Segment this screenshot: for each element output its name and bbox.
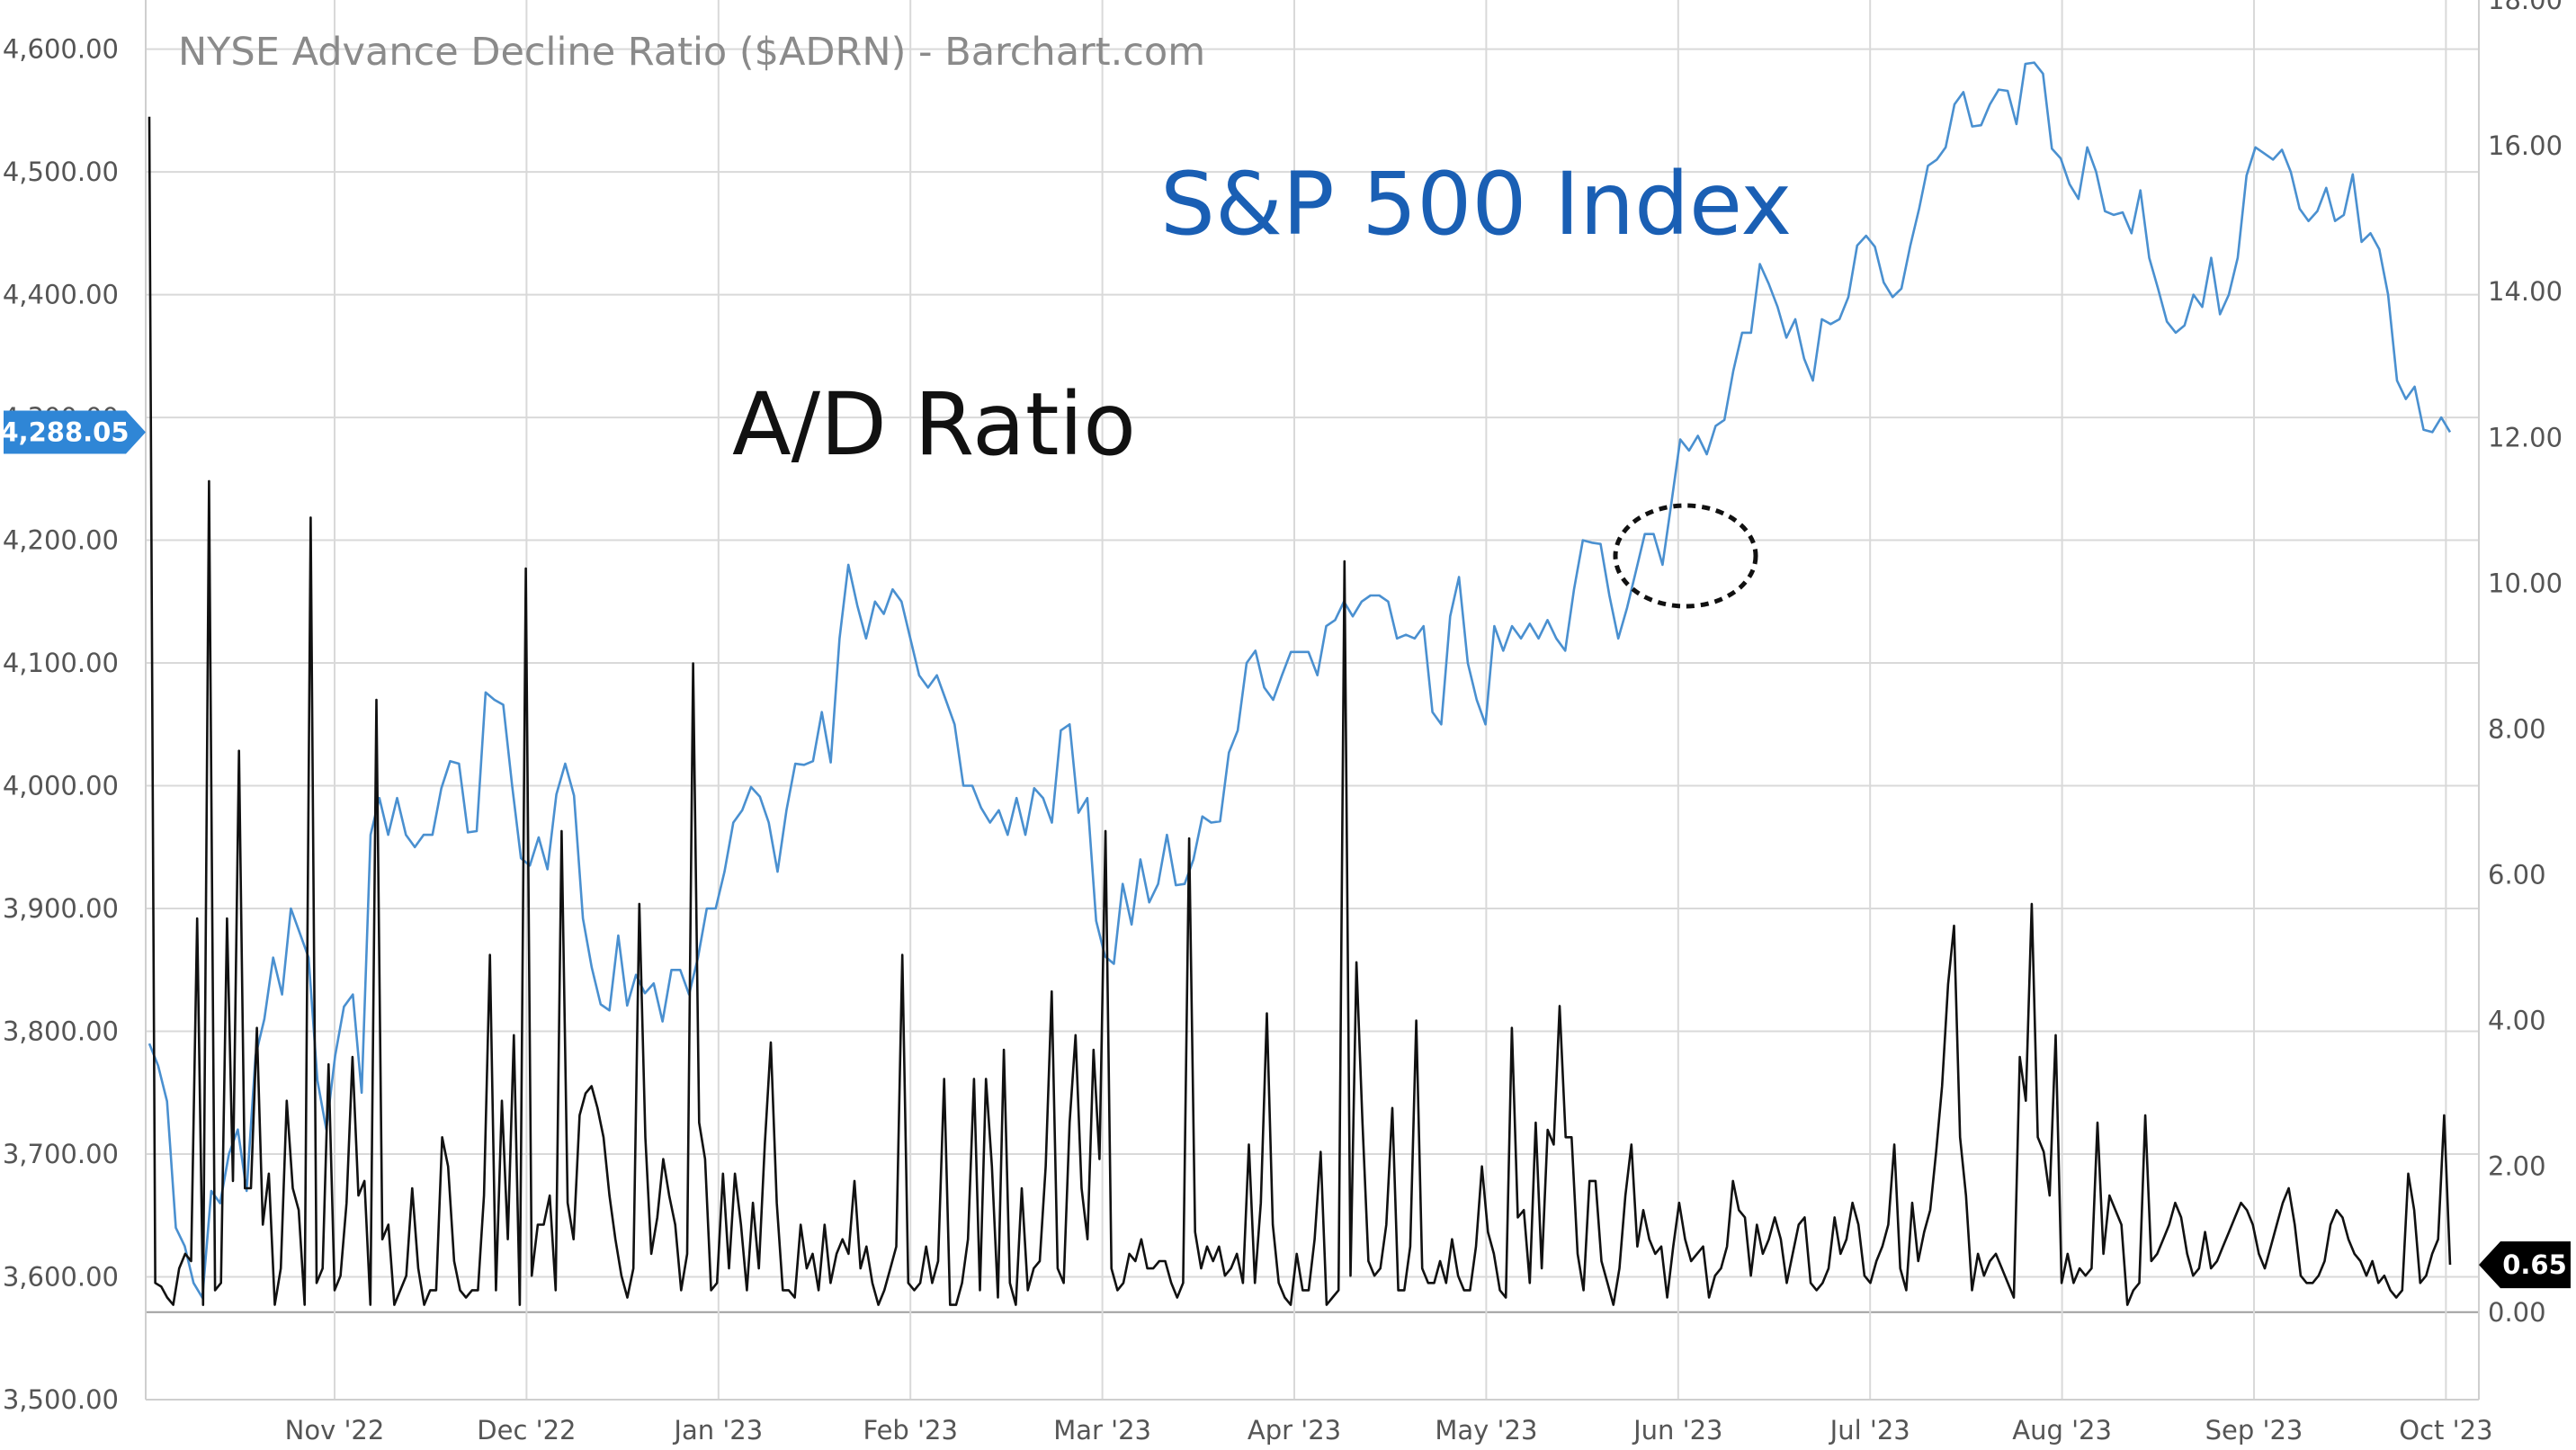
right-last-value-badge: 0.65 (2479, 1241, 2571, 1289)
left-last-value-badge: 4,288.05 (0, 410, 146, 454)
left-tick-label: 4,000.00 (3, 771, 119, 801)
right-tick-label: 10.00 (2488, 568, 2563, 598)
left-tick-label: 3,900.00 (3, 893, 119, 924)
right-tick-label: 18.00 (2488, 0, 2563, 15)
left-tick-label: 4,200.00 (3, 525, 119, 556)
ad-ratio-series (148, 116, 2452, 1306)
sp500-line (148, 61, 2452, 1299)
left-tick-label: 3,800.00 (3, 1016, 119, 1047)
left-badge-shape (4, 410, 146, 454)
x-tick-label: Nov '22 (285, 1415, 385, 1446)
ad-ratio-annotation: A/D Ratio (732, 374, 1136, 475)
right-last-value: 0.65 (2502, 1249, 2567, 1280)
right-tick-label: 12.00 (2488, 422, 2563, 452)
ad_ratio-line (148, 116, 2452, 1306)
x-tick-label: May '23 (1435, 1415, 1537, 1446)
right-axis-tick-labels: 0.00 2.00 4.00 6.00 8.00 10.00 12.00 14.00 16.00… (2488, 0, 2563, 1328)
right-tick-label: 8.00 (2488, 713, 2546, 744)
left-tick-label: 3,500.00 (3, 1384, 119, 1415)
right-tick-label: 2.00 (2488, 1151, 2546, 1182)
right-tick-label: 4.00 (2488, 1006, 2546, 1036)
left-tick-label: 4,600.00 (3, 34, 119, 65)
sp500-series (148, 61, 2452, 1299)
left-tick-label: 3,600.00 (3, 1262, 119, 1293)
left-tick-label: 4,100.00 (3, 648, 119, 678)
plot-frame (145, 0, 2480, 1401)
x-tick-label: Jul '23 (1829, 1415, 1910, 1446)
x-tick-label: Sep '23 (2205, 1415, 2303, 1446)
left-axis-tick-labels: 3,500.00 3,600.00 3,700.00 3,800.00 3,900.00… (3, 34, 119, 1415)
left-last-value: 4,288.05 (0, 416, 129, 447)
right-tick-label: 6.00 (2488, 860, 2546, 891)
left-tick-label: 4,500.00 (3, 157, 119, 187)
x-tick-label: Mar '23 (1053, 1415, 1151, 1446)
right-tick-label: 0.00 (2488, 1297, 2546, 1328)
x-tick-label: Feb '23 (863, 1415, 957, 1446)
x-tick-label: Jun '23 (1632, 1415, 1722, 1446)
sp500-annotation: S&P 500 Index (1160, 154, 1792, 255)
x-tick-label: Jan '23 (672, 1415, 763, 1446)
x-tick-label: Aug '23 (2012, 1415, 2112, 1446)
x-tick-label: Oct '23 (2399, 1415, 2492, 1446)
x-axis-tick-labels: Nov '22 Dec '22 Jan '23 Feb '23 Mar '23 Apr '… (285, 1415, 2493, 1446)
x-tick-label: Apr '23 (1248, 1415, 1341, 1446)
right-tick-label: 14.00 (2488, 276, 2563, 307)
left-tick-label: 4,400.00 (3, 280, 119, 310)
right-tick-label: 16.00 (2488, 130, 2563, 161)
left-tick-label: 3,700.00 (3, 1139, 119, 1169)
x-tick-label: Dec '22 (477, 1415, 576, 1446)
highlight-circle (1613, 503, 1758, 609)
chart-title: NYSE Advance Decline Ratio ($ADRN) - Bar… (178, 30, 1205, 75)
right-badge-shape (2479, 1241, 2571, 1289)
